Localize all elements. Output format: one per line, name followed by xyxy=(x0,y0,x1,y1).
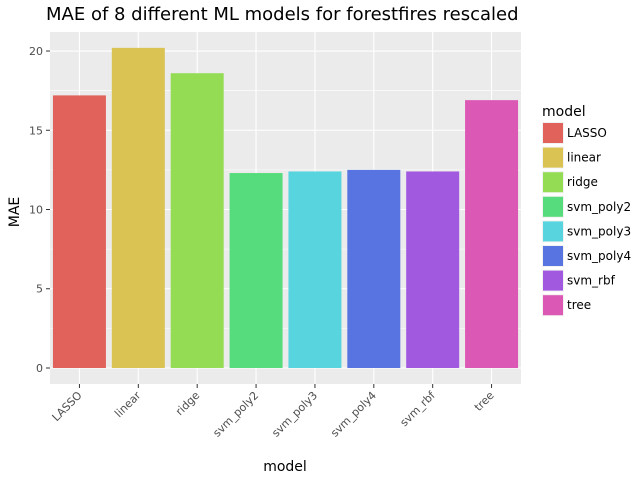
bar-LASSO xyxy=(52,95,106,368)
bars xyxy=(52,47,519,368)
legend-label: svm_poly2 xyxy=(567,200,631,214)
legend-swatch-svm_poly3 xyxy=(543,221,563,242)
legend-label: svm_poly4 xyxy=(567,249,631,263)
legend-swatch-LASSO xyxy=(543,123,563,143)
legend-title: model xyxy=(542,104,586,120)
legend-swatch-svm_poly2 xyxy=(543,196,563,217)
y-tick-label: 20 xyxy=(29,45,43,58)
x-tick-label: tree xyxy=(472,389,497,414)
legend-swatch-svm_rbf xyxy=(543,270,563,291)
bar-linear xyxy=(111,47,165,368)
x-tick-label: svm_poly3 xyxy=(269,389,320,440)
legend-label: tree xyxy=(567,298,591,312)
x-tick-label: linear xyxy=(112,389,144,421)
legend-label: linear xyxy=(567,151,601,165)
x-axis-title: model xyxy=(263,459,307,475)
legend-swatch-tree xyxy=(543,295,563,316)
bar-ridge xyxy=(170,73,224,368)
bar-svm_poly4 xyxy=(347,169,401,368)
y-axis-title: MAE xyxy=(7,197,23,228)
x-tick-label: svm_poly4 xyxy=(328,389,379,440)
y-axis-ticks: 0 5 10 15 20 xyxy=(29,45,50,375)
x-axis-ticks: LASSO linear ridge svm_poly2 svm_poly3 svm_po… xyxy=(50,384,497,440)
bar-svm_poly2 xyxy=(229,173,283,368)
bar-svm_rbf xyxy=(406,171,460,368)
x-tick-label: ridge xyxy=(173,389,202,418)
x-tick-label: LASSO xyxy=(50,389,85,424)
legend-swatch-svm_poly4 xyxy=(543,246,563,266)
y-tick-label: 5 xyxy=(36,283,43,296)
y-tick-label: 10 xyxy=(29,204,43,217)
x-tick-label: svm_poly2 xyxy=(210,389,261,440)
bar-svm_poly3 xyxy=(288,171,342,368)
legend-label: ridge xyxy=(567,175,598,189)
legend-swatch-linear xyxy=(543,147,563,168)
bar-tree xyxy=(465,100,519,368)
legend-label: LASSO xyxy=(567,126,607,140)
legend-swatch-ridge xyxy=(543,172,563,193)
legend-label: svm_rbf xyxy=(567,274,616,288)
y-tick-label: 0 xyxy=(36,362,43,375)
legend: model LASSO linear ridge svm_poly2 svm_poly3… xyxy=(542,104,631,317)
y-tick-label: 15 xyxy=(29,124,43,137)
x-tick-label: svm_rbf xyxy=(398,388,439,429)
legend-label: svm_poly3 xyxy=(567,224,631,238)
chart-title: MAE of 8 different ML models for forestf… xyxy=(46,4,519,25)
